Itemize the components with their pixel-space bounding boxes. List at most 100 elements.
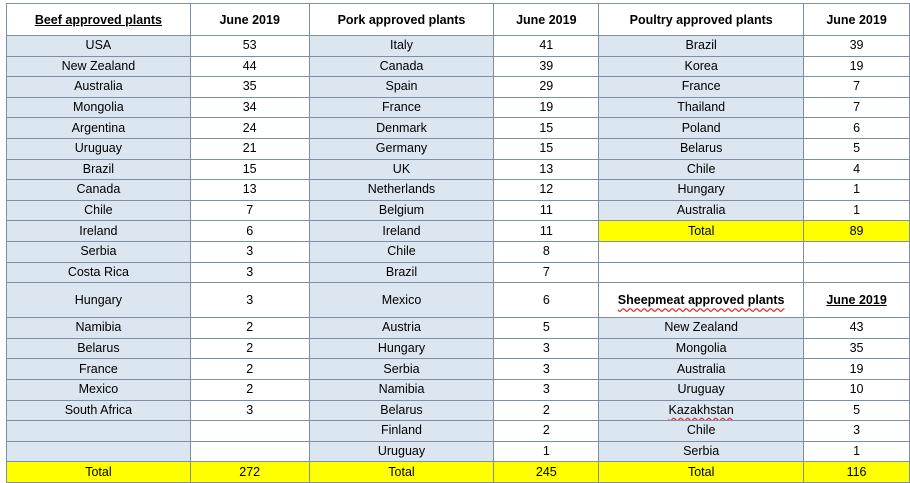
pork-count-text: 15 (539, 141, 554, 156)
pork-country-text: Finland (380, 423, 422, 438)
beef-country: Argentina (6, 117, 191, 139)
sheep-count: 35 (803, 337, 910, 360)
pork-country: France (308, 96, 495, 119)
beef-country-text: Canada (76, 182, 121, 197)
beef-country (6, 440, 191, 463)
poultry-count-text: 4 (853, 161, 861, 176)
sheepmeat-header: Sheepmeat approved plants (598, 282, 805, 319)
pork-date-header-text: June 2019 (516, 12, 577, 27)
beef-country: Mexico (6, 378, 191, 401)
table-row: Finland 2 Chile 3 (6, 420, 910, 442)
header-row: Beef approved plants June 2019 Pork approv… (6, 3, 910, 36)
pork-country: Italy (308, 35, 495, 57)
pork-count: 13 (493, 158, 600, 181)
pork-country: Namibia (308, 378, 495, 401)
pork-count-text: 12 (539, 182, 554, 197)
beef-country (6, 420, 191, 442)
beef-country: Australia (6, 76, 191, 98)
pork-count-text: 8 (542, 244, 550, 259)
beef-count-text: 34 (242, 100, 257, 115)
poultry-country: France (598, 76, 805, 98)
pork-count: 12 (493, 179, 600, 201)
beef-count: 3 (189, 399, 310, 422)
pork-country: Spain (308, 76, 495, 98)
beef-count-text: 24 (242, 120, 257, 135)
beef-count-text: 6 (246, 223, 254, 238)
sheep-country-text: New Zealand (664, 320, 738, 335)
poultry-count-text: 1 (853, 182, 861, 197)
sheep-country-text: Mongolia (675, 341, 727, 356)
poultry-country-text: Chile (686, 161, 716, 176)
beef-country: France (6, 358, 191, 380)
sheep-country: Chile (598, 420, 805, 442)
sheep-count: 3 (803, 420, 910, 442)
poultry-country-text: France (681, 79, 721, 94)
beef-total-label-text: Total (85, 464, 112, 479)
pork-header: Pork approved plants (308, 3, 495, 36)
pork-country-text: Uruguay (377, 443, 426, 458)
pork-count: 29 (493, 76, 600, 98)
pork-country-text: Brazil (385, 264, 418, 279)
table-row: Namibia 2 Austria 5 New Zealand 43 (6, 317, 910, 339)
sheep-count: 5 (803, 399, 910, 422)
pork-count: 39 (493, 55, 600, 78)
sheep-count: 1 (803, 440, 910, 463)
beef-country: Namibia (6, 317, 191, 339)
poultry-count-text: 19 (849, 58, 864, 73)
pork-count-text: 2 (542, 402, 550, 417)
pork-country-text: Ireland (382, 223, 421, 238)
sheep-country: Serbia (598, 440, 805, 463)
pork-country: Belgium (308, 199, 495, 222)
pork-date-header: June 2019 (493, 3, 600, 36)
pork-count-text: 41 (539, 38, 554, 53)
sheep-country: Kazakhstan (598, 399, 805, 422)
poultry-country: Thailand (598, 96, 805, 119)
sheepmeat-date-header-text: June 2019 (826, 293, 887, 308)
beef-count: 7 (189, 199, 310, 222)
poultry-country: Chile (598, 158, 805, 181)
sheep-count-text: 10 (849, 382, 864, 397)
poultry-count: 19 (803, 55, 910, 78)
beef-country: USA (6, 35, 191, 57)
pork-country-text: France (382, 100, 421, 115)
poultry-count: 6 (803, 117, 910, 139)
pork-total-label: Total (308, 461, 495, 483)
poultry-count-text: 6 (853, 120, 861, 135)
pork-country: Finland (308, 420, 495, 442)
pork-count-text: 7 (542, 264, 550, 279)
pork-count: 11 (493, 220, 600, 242)
table-row: Brazil 15 UK 13 Chile 4 (6, 158, 910, 181)
beef-date-header: June 2019 (189, 3, 310, 36)
beef-country-text: Mexico (78, 382, 119, 397)
beef-country-text: Belarus (77, 341, 120, 356)
empty-cell (803, 240, 910, 263)
pork-country: Uruguay (308, 440, 495, 463)
table-row: USA 53 Italy 41 Brazil 39 (6, 35, 910, 57)
beef-country-text: Uruguay (74, 141, 123, 156)
pork-count-text: 39 (539, 58, 554, 73)
beef-country-text: Australia (74, 79, 123, 94)
poultry-count: 39 (803, 35, 910, 57)
poultry-total-label-text: Total (687, 223, 715, 238)
totals-row: Total 272 Total 245 Total 116 (6, 461, 910, 483)
pork-country-text: Denmark (376, 120, 427, 135)
poultry-country-text: Thailand (677, 100, 726, 115)
sheep-country: New Zealand (598, 317, 805, 339)
beef-count-text: 3 (246, 402, 254, 417)
beef-country: Brazil (6, 158, 191, 181)
pork-count-text: 11 (539, 203, 553, 218)
pork-country-text: Canada (379, 58, 424, 73)
beef-count (189, 420, 310, 442)
beef-count-text: 2 (246, 341, 254, 356)
beef-country: Costa Rica (6, 261, 191, 284)
poultry-country-text: Brazil (685, 38, 717, 53)
pork-country-text: Hungary (377, 341, 426, 356)
pork-count: 15 (493, 137, 600, 160)
poultry-header-text: Poultry approved plants (629, 12, 773, 27)
sheep-country: Mongolia (598, 337, 805, 360)
pork-count: 15 (493, 117, 600, 139)
beef-country-text: Hungary (74, 293, 123, 308)
beef-count: 21 (189, 137, 310, 160)
poultry-count-text: 5 (853, 141, 861, 156)
pork-count: 19 (493, 96, 600, 119)
